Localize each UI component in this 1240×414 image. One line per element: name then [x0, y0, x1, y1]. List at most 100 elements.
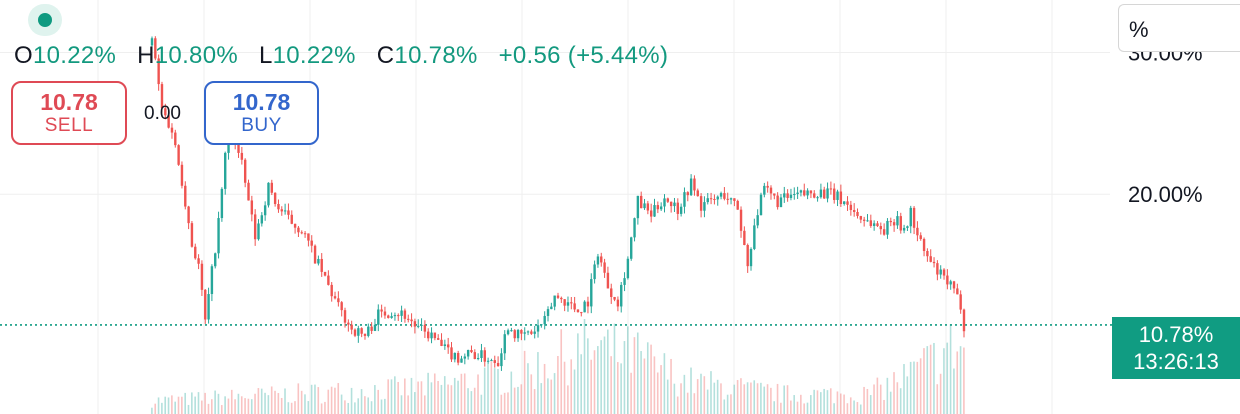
- volume-bar: [743, 384, 746, 414]
- candle-body: [247, 182, 250, 201]
- volume-bar: [853, 400, 855, 414]
- volume-bar: [650, 344, 652, 414]
- candle-body: [367, 326, 370, 336]
- candle-body: [689, 178, 693, 196]
- candle-body: [220, 188, 224, 219]
- volume-bar: [274, 390, 276, 414]
- candle-body: [846, 201, 849, 205]
- buy-label: BUY: [241, 115, 282, 136]
- candle-body: [663, 198, 666, 207]
- volume-bar: [177, 396, 180, 414]
- volume-bar: [327, 389, 330, 414]
- candle-body: [280, 209, 283, 212]
- volume-bar: [783, 385, 785, 414]
- candle-body: [403, 310, 407, 319]
- sell-button[interactable]: 10.78 SELL: [11, 81, 127, 145]
- volume-bar: [636, 332, 639, 414]
- volume-bar: [224, 396, 226, 414]
- candle-body: [327, 275, 330, 285]
- volume-bar: [457, 380, 459, 414]
- volume-bar: [686, 392, 689, 414]
- volume-bar: [603, 336, 606, 414]
- candle-body: [483, 350, 486, 362]
- buy-button[interactable]: 10.78 BUY: [204, 81, 319, 145]
- volume-bar: [310, 384, 313, 414]
- volume-bar: [617, 362, 619, 414]
- volume-bar: [174, 401, 176, 414]
- volume-bar: [610, 356, 612, 414]
- volume-bar: [949, 324, 952, 414]
- volume-bar: [404, 378, 406, 414]
- candle-body: [423, 324, 427, 332]
- candle-body: [779, 197, 783, 208]
- candle-body: [154, 38, 157, 59]
- candle-body: [566, 302, 570, 306]
- volume-bar: [330, 386, 333, 414]
- spread-value: 0.00: [144, 103, 181, 124]
- candle-body: [886, 220, 889, 235]
- candle-body: [876, 223, 879, 227]
- volume-bar: [703, 376, 706, 414]
- volume-bar: [690, 367, 692, 414]
- candle-body: [756, 215, 759, 226]
- volume-bar: [204, 392, 206, 414]
- volume-bar: [230, 389, 233, 414]
- candle-body: [749, 248, 753, 267]
- candle-body: [330, 284, 333, 297]
- candle-body: [150, 38, 154, 46]
- candle-body: [377, 309, 380, 325]
- candle-body: [347, 322, 350, 325]
- volume-bar: [633, 337, 636, 414]
- candle-body: [580, 312, 583, 314]
- candle-body: [746, 245, 749, 267]
- candle-body: [194, 246, 197, 259]
- high-value: 10.80%: [154, 42, 238, 69]
- volume-bar: [154, 403, 157, 414]
- volume-bar: [450, 385, 453, 414]
- volume-bar: [770, 387, 772, 414]
- candle-body: [177, 145, 180, 165]
- volume-bar: [550, 379, 553, 414]
- volume-bar: [191, 392, 193, 414]
- candle-body: [673, 202, 676, 207]
- candle-body: [686, 192, 689, 196]
- volume-bar: [420, 381, 423, 414]
- volume-bar: [660, 365, 662, 414]
- market-open-icon: [38, 13, 52, 27]
- volume-bar: [374, 385, 376, 414]
- candle-body: [659, 206, 663, 210]
- candle-body: [892, 222, 896, 226]
- volume-bar: [257, 388, 260, 414]
- candles: [150, 36, 966, 371]
- volume-bar: [553, 373, 556, 414]
- candle-body: [320, 258, 323, 272]
- volume-bar: [886, 377, 889, 414]
- volume-bar: [317, 387, 320, 414]
- candle-body: [789, 194, 793, 198]
- candle-body: [184, 185, 187, 207]
- volume-bar: [813, 389, 815, 414]
- candle-body: [646, 203, 650, 211]
- volume-bar: [287, 402, 290, 414]
- candle-body: [713, 198, 716, 200]
- candle-body: [417, 325, 420, 327]
- volume-bar: [387, 379, 389, 414]
- volume-bar: [946, 342, 949, 414]
- candle-body: [460, 358, 463, 363]
- volume-bar: [730, 394, 732, 414]
- volume-bar: [843, 394, 845, 414]
- candle-body: [726, 198, 729, 200]
- candle-body: [636, 195, 640, 219]
- volume-bar: [234, 399, 236, 414]
- volume-bar: [716, 379, 719, 414]
- candle-body: [639, 195, 643, 209]
- candle-body: [733, 198, 736, 201]
- volume-bar: [290, 402, 293, 414]
- volume-bar: [796, 401, 799, 414]
- volume-bar: [527, 363, 529, 414]
- price-unit-selector[interactable]: %: [1118, 4, 1240, 52]
- volume-bar: [244, 398, 246, 414]
- candle-body: [942, 269, 946, 276]
- candle-body: [550, 306, 553, 310]
